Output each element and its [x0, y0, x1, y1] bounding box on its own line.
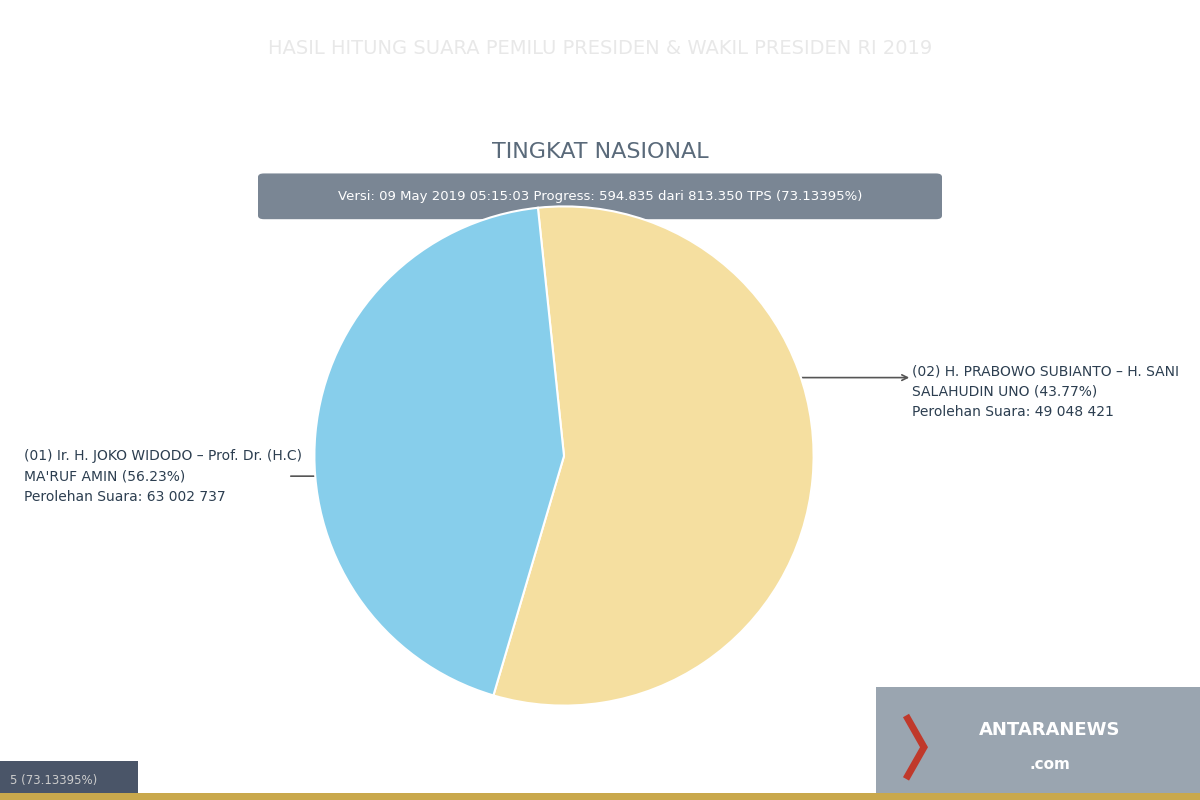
Text: .com: .com — [1030, 758, 1070, 772]
Text: (02) H. PRABOWO SUBIANTO – H. SANI
SALAHUDIN UNO (43.77%)
Perolehan Suara: 49 04: (02) H. PRABOWO SUBIANTO – H. SANI SALAH… — [912, 364, 1178, 419]
Text: 5 (73.13395%): 5 (73.13395%) — [10, 774, 97, 787]
Text: Versi: 09 May 2019 05:15:03 Progress: 594.835 dari 813.350 TPS (73.13395%): Versi: 09 May 2019 05:15:03 Progress: 59… — [338, 190, 862, 203]
Text: ANTARANEWS: ANTARANEWS — [979, 721, 1121, 738]
Text: TINGKAT NASIONAL: TINGKAT NASIONAL — [492, 142, 708, 162]
FancyBboxPatch shape — [258, 174, 942, 219]
FancyBboxPatch shape — [876, 687, 1200, 800]
Wedge shape — [493, 206, 814, 706]
Wedge shape — [314, 208, 564, 695]
FancyBboxPatch shape — [0, 762, 138, 800]
Text: (01) Ir. H. JOKO WIDODO – Prof. Dr. (H.C)
MA'RUF AMIN (56.23%)
Perolehan Suara: : (01) Ir. H. JOKO WIDODO – Prof. Dr. (H.C… — [24, 449, 302, 504]
Text: HASIL HITUNG SUARA PEMILU PRESIDEN & WAKIL PRESIDEN RI 2019: HASIL HITUNG SUARA PEMILU PRESIDEN & WAK… — [268, 38, 932, 58]
FancyBboxPatch shape — [0, 793, 1200, 800]
